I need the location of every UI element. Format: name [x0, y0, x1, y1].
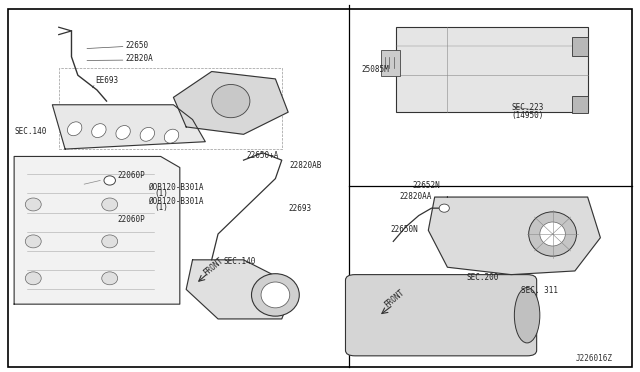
Ellipse shape: [439, 204, 449, 212]
Text: 22650+A: 22650+A: [246, 151, 279, 160]
Text: FRONT: FRONT: [383, 288, 406, 310]
Text: EE693: EE693: [96, 76, 119, 85]
Ellipse shape: [102, 272, 118, 285]
Text: ØOB120-B301A: ØOB120-B301A: [148, 183, 204, 192]
Text: 22820AB: 22820AB: [289, 161, 322, 170]
Text: 22650N: 22650N: [390, 225, 418, 234]
Ellipse shape: [515, 288, 540, 343]
Ellipse shape: [261, 282, 290, 308]
Text: SEC.223: SEC.223: [511, 103, 543, 112]
FancyBboxPatch shape: [572, 37, 588, 56]
Ellipse shape: [252, 274, 300, 316]
Text: FRONT: FRONT: [202, 256, 226, 278]
FancyBboxPatch shape: [381, 50, 400, 76]
Text: 25085M: 25085M: [362, 64, 389, 74]
Ellipse shape: [529, 212, 577, 256]
Text: J226016Z: J226016Z: [576, 355, 613, 363]
Ellipse shape: [92, 124, 106, 138]
Text: SEC.200: SEC.200: [467, 273, 499, 282]
Polygon shape: [14, 157, 180, 304]
Ellipse shape: [26, 272, 41, 285]
Text: SEC. 311: SEC. 311: [521, 286, 557, 295]
Text: 22650: 22650: [125, 41, 148, 49]
Polygon shape: [428, 197, 600, 275]
Ellipse shape: [26, 235, 41, 248]
Ellipse shape: [212, 84, 250, 118]
FancyBboxPatch shape: [8, 9, 632, 367]
Text: SEC.140: SEC.140: [14, 126, 47, 135]
FancyBboxPatch shape: [346, 275, 537, 356]
FancyBboxPatch shape: [396, 27, 588, 112]
Ellipse shape: [104, 176, 115, 185]
Ellipse shape: [540, 222, 565, 246]
Polygon shape: [52, 105, 205, 149]
FancyBboxPatch shape: [572, 96, 588, 113]
Text: 22B20A: 22B20A: [125, 54, 154, 63]
Text: 22820AA: 22820AA: [399, 192, 432, 201]
Text: 22693: 22693: [288, 204, 311, 213]
Polygon shape: [186, 260, 294, 319]
Text: 22060P: 22060P: [117, 215, 145, 224]
Text: (1): (1): [154, 189, 168, 198]
Text: SEC.140: SEC.140: [223, 257, 255, 266]
Text: (14950): (14950): [511, 111, 543, 120]
Ellipse shape: [140, 127, 154, 141]
Polygon shape: [173, 71, 288, 134]
Ellipse shape: [26, 198, 41, 211]
Ellipse shape: [67, 122, 82, 136]
Ellipse shape: [102, 235, 118, 248]
Ellipse shape: [102, 198, 118, 211]
Ellipse shape: [164, 129, 179, 143]
Text: ØOB120-B301A: ØOB120-B301A: [148, 196, 204, 205]
Text: 22060P: 22060P: [117, 171, 145, 180]
Ellipse shape: [116, 125, 131, 140]
Text: 22652N: 22652N: [412, 181, 440, 190]
Text: (1): (1): [154, 203, 168, 212]
